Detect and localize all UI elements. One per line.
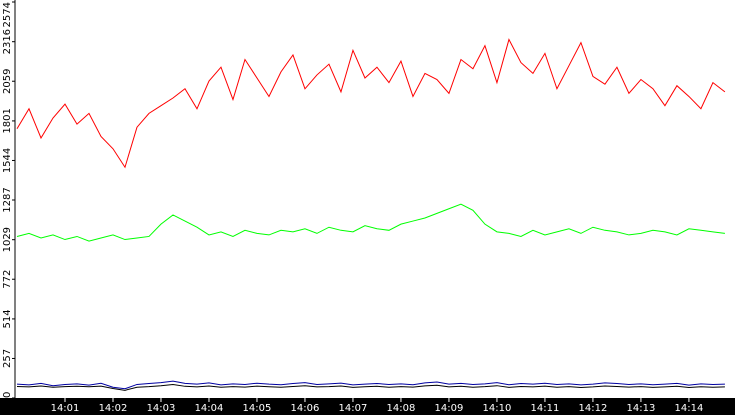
x-tick-label: 14:09 <box>435 403 464 414</box>
y-tick-label: 2574 <box>2 2 13 27</box>
y-tick-label: 2059 <box>2 69 13 94</box>
y-tick-label: 1544 <box>2 148 13 173</box>
x-tick-label: 14:02 <box>99 403 128 414</box>
x-tick-label: 14:04 <box>195 403 224 414</box>
x-tick-label: 14:11 <box>531 403 560 414</box>
x-tick-label: 14:08 <box>387 403 416 414</box>
x-tick-label: 14:06 <box>291 403 320 414</box>
y-tick-label: 2316 <box>2 29 13 54</box>
x-tick-label: 14:07 <box>339 403 368 414</box>
y-tick-label: 257 <box>2 349 13 368</box>
y-tick-label: 1287 <box>2 187 13 212</box>
x-tick-label: 14:13 <box>627 403 656 414</box>
y-tick-label: 0 <box>2 392 13 398</box>
data-line <box>16 38 726 169</box>
x-tick-label: 14:05 <box>243 403 272 414</box>
y-tick-label: 1801 <box>2 108 13 133</box>
x-tick-label: 14:14 <box>675 403 704 414</box>
y-tick-label: 1029 <box>2 227 13 252</box>
y-tick-label: 514 <box>2 309 13 328</box>
x-axis-strip <box>0 398 735 415</box>
x-tick-label: 14:12 <box>579 403 608 414</box>
data-line <box>16 383 725 391</box>
x-tick-label: 14:01 <box>51 403 80 414</box>
data-line <box>16 203 725 242</box>
y-tick-label: 772 <box>2 270 13 289</box>
data-line <box>16 380 725 390</box>
x-tick-label: 14:10 <box>483 403 512 414</box>
x-tick-label: 14:03 <box>147 403 176 414</box>
